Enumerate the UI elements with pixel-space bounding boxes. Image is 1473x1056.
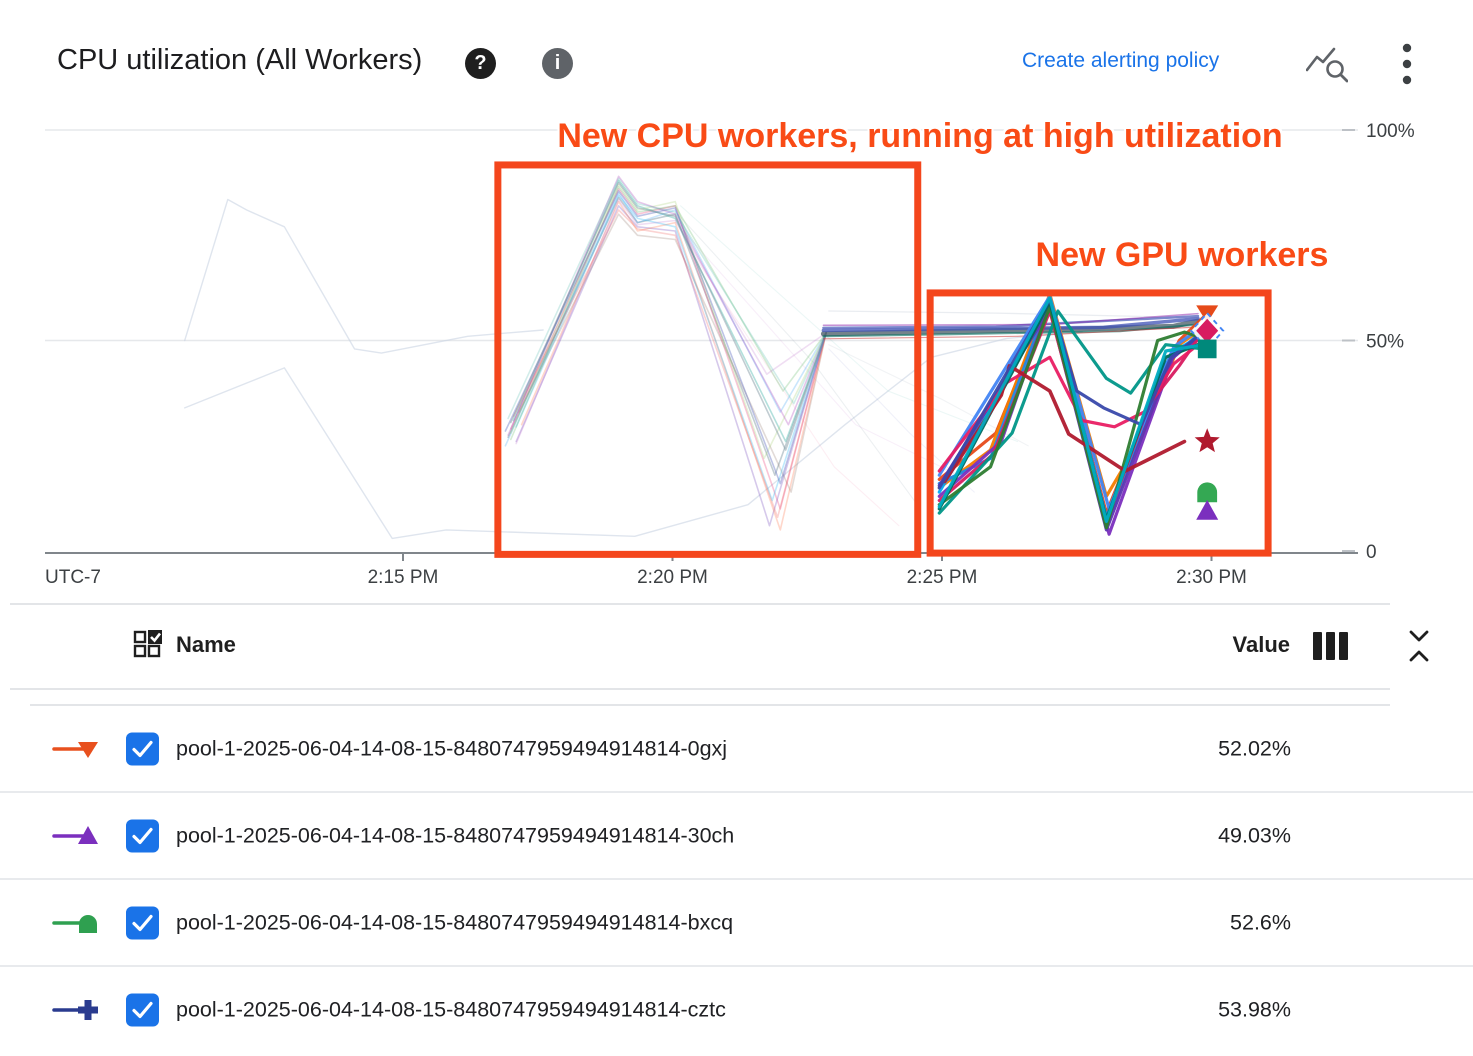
cpu-worker-line xyxy=(509,181,827,451)
gpu-worker-line xyxy=(937,305,1206,530)
series-marker-icon xyxy=(52,825,98,844)
cpu-worker-line xyxy=(512,209,827,519)
cpu-straggler-line xyxy=(688,247,900,527)
new-cpu-workers-box xyxy=(494,161,922,558)
background-series-line xyxy=(183,198,544,354)
series-name: pool-1-2025-06-04-14-08-15-8480747959494… xyxy=(176,997,726,1021)
cpu-worker-line xyxy=(509,183,827,460)
x-tick-label: 2:25 PM xyxy=(907,567,978,588)
cpu-utilization-chart[interactable]: 2:15 PM 2:20 PM 2:25 PM 2:30 PM UTC-7 100% 50%… xyxy=(0,100,1473,600)
x-tick-label: 2:15 PM xyxy=(368,567,439,588)
columns-icon[interactable] xyxy=(1313,631,1351,666)
help-icon[interactable]: ? xyxy=(465,48,496,79)
series-checkbox[interactable] xyxy=(126,993,159,1026)
gpu-worker-line xyxy=(937,296,1206,524)
cpu-worker-line xyxy=(515,205,827,527)
name-column-header[interactable]: Name xyxy=(176,632,236,657)
cpu-worker-line xyxy=(509,186,827,441)
select-all-series-icon[interactable] xyxy=(132,629,164,666)
help-icon-glyph: ? xyxy=(474,52,487,74)
gpu-workers-annotation: New GPU workers xyxy=(1035,236,1329,274)
cpu-worker-line xyxy=(504,192,827,447)
cpu-worker-line xyxy=(520,200,827,531)
info-icon-glyph: i xyxy=(554,52,561,74)
cpu-worker-line xyxy=(504,190,827,485)
series-name: pool-1-2025-06-04-14-08-15-8480747959494… xyxy=(176,823,735,847)
series-legend-table: pool-1-2025-06-04-14-08-15-8480747959494… xyxy=(0,706,1473,1052)
series-value: 52.02% xyxy=(1218,736,1291,760)
cpu-worker-line xyxy=(515,198,827,445)
x-tick-label: 2:20 PM xyxy=(637,567,708,588)
series-marker-icon xyxy=(52,999,98,1020)
y-tick-label: 50% xyxy=(1366,332,1404,353)
new-gpu-workers-box xyxy=(926,289,1272,557)
cpu-worker-line xyxy=(507,196,827,477)
steady-utilization-band-line xyxy=(822,326,1199,340)
series-checkbox[interactable] xyxy=(126,819,159,852)
collapse-legend-icon[interactable] xyxy=(1407,626,1431,671)
cpu-worker-line xyxy=(518,213,827,493)
x-tick-label: 2:30 PM xyxy=(1176,567,1247,588)
more-options-icon[interactable] xyxy=(1401,42,1413,91)
table-row[interactable]: pool-1-2025-06-04-14-08-15-8480747959494… xyxy=(0,793,1473,880)
series-checkbox[interactable] xyxy=(126,906,159,939)
background-series-line xyxy=(828,310,1180,318)
series-marker-icon xyxy=(52,914,97,933)
series-value: 53.98% xyxy=(1218,997,1291,1021)
gpu-worker-line xyxy=(937,338,1206,473)
star-marker-icon xyxy=(1194,428,1220,453)
cpu-straggler-line xyxy=(677,213,921,510)
divider xyxy=(30,704,1390,706)
page-title: CPU utilization (All Workers) xyxy=(57,44,423,76)
series-name: pool-1-2025-06-04-14-08-15-8480747959494… xyxy=(176,736,728,760)
cpu-worker-line xyxy=(507,177,827,420)
steady-utilization-band-line xyxy=(822,312,1199,327)
cpu-worker-line xyxy=(515,194,827,502)
cpu-worker-line xyxy=(512,179,827,443)
explore-chart-icon[interactable] xyxy=(1305,46,1349,89)
background-series-line xyxy=(183,331,1083,540)
tombstone-marker-icon xyxy=(1197,482,1218,503)
table-row[interactable]: pool-1-2025-06-04-14-08-15-8480747959494… xyxy=(0,706,1473,793)
series-checkbox[interactable] xyxy=(126,732,159,765)
series-value: 49.03% xyxy=(1218,823,1291,847)
timezone-label: UTC-7 xyxy=(45,567,101,588)
cpu-worker-line xyxy=(509,188,827,510)
cpu-workers-annotation: New CPU workers, running at high utiliza… xyxy=(557,117,1283,155)
table-row[interactable]: pool-1-2025-06-04-14-08-15-8480747959494… xyxy=(0,967,1473,1052)
series-value: 52.6% xyxy=(1230,910,1291,934)
series-marker-icon xyxy=(52,741,98,758)
create-alerting-policy-link[interactable]: Create alerting policy xyxy=(1022,49,1220,72)
gpu-worker-line xyxy=(937,309,1206,515)
value-column-header[interactable]: Value xyxy=(1232,632,1290,657)
gpu-worker-line xyxy=(937,309,1206,524)
table-row[interactable]: pool-1-2025-06-04-14-08-15-8480747959494… xyxy=(0,880,1473,967)
steady-utilization-band-line xyxy=(822,314,1200,330)
divider xyxy=(10,603,1390,605)
cpu-worker-line xyxy=(507,175,827,437)
y-tick-label: 100% xyxy=(1366,121,1415,142)
divider xyxy=(10,688,1390,690)
info-icon[interactable]: i xyxy=(542,48,573,79)
series-name: pool-1-2025-06-04-14-08-15-8480747959494… xyxy=(176,910,734,934)
square-marker-icon xyxy=(1197,339,1217,359)
cpu-straggler-line xyxy=(682,230,959,476)
triangle-up-marker-icon xyxy=(1196,500,1219,520)
y-tick-label: 0 xyxy=(1366,542,1377,563)
